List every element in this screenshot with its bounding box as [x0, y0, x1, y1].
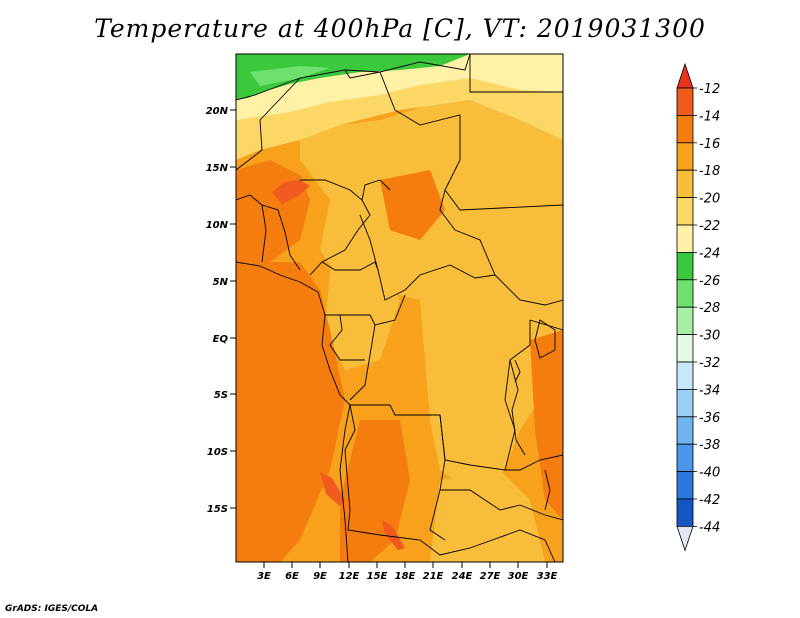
colorbar-swatch: [676, 306, 694, 336]
lon-label: 12E: [339, 571, 360, 582]
lat-label: 10N: [206, 220, 229, 231]
colorbar-bottom-arrow: [676, 526, 694, 552]
colorbar-label: -34: [699, 383, 720, 398]
colorbar-label: -20: [699, 192, 720, 207]
lat-label: 15S: [207, 504, 228, 515]
colorbar-swatch: [676, 142, 694, 171]
colorbar-label: -12: [699, 82, 720, 97]
lat-label: 15N: [206, 163, 229, 174]
longitude-axis: [263, 562, 548, 568]
grads-credit: GrADS: IGES/COLA: [5, 604, 99, 614]
colorbar-label: -26: [699, 274, 720, 289]
lat-label: 5N: [213, 277, 229, 288]
map-title: Temperature at 400hPa [C], VT: 201903130…: [94, 14, 706, 43]
colorbar-swatch: [676, 169, 694, 198]
field-minus12-spot: [320, 472, 345, 506]
colorbar-swatch: [676, 443, 694, 473]
field-minus14-band: [530, 330, 563, 520]
colorbar-swatch: [676, 334, 694, 363]
colorbar-swatch: [676, 416, 694, 445]
field-minus14-band: [236, 262, 345, 562]
lon-label: 24E: [452, 571, 473, 582]
lat-label: 5S: [214, 390, 228, 401]
colorbar-swatch: [676, 388, 694, 418]
colorbar-label: -18: [699, 164, 720, 179]
colorbar-swatch: [676, 471, 694, 500]
colorbar-label: -36: [699, 411, 720, 426]
colorbar-swatch: [676, 251, 694, 281]
lat-label: 20N: [206, 106, 229, 117]
colorbar-label: -40: [699, 466, 720, 481]
field-minus24-band: [236, 54, 470, 100]
colorbar-swatch: [676, 197, 694, 226]
lon-label: 30E: [508, 571, 529, 582]
colorbar-label: -16: [699, 137, 720, 152]
lon-label: 21E: [423, 571, 444, 582]
field-minus14-band: [380, 170, 445, 240]
field-minus18-band: [300, 95, 563, 490]
lat-label: EQ: [213, 334, 229, 345]
field-minus18-band: [325, 265, 400, 370]
colorbar-label: -30: [699, 329, 720, 344]
lon-label: 6E: [285, 571, 299, 582]
colorbar-top-arrow: [676, 62, 694, 89]
colorbar-label: -38: [699, 438, 720, 453]
colorbar-swatch: [676, 279, 694, 308]
colorbar-label: -14: [699, 109, 720, 124]
colorbar-swatch: [676, 87, 694, 116]
lon-label: 15E: [367, 571, 388, 582]
lon-label: 27E: [480, 571, 501, 582]
field-minus12-spot: [382, 520, 405, 550]
colorbar-swatch: [676, 224, 694, 253]
colorbar-label: -42: [699, 493, 720, 508]
field-minus24-band: [250, 66, 330, 86]
lat-label: 10S: [207, 447, 228, 458]
latitude-axis: [230, 109, 236, 509]
colorbar-label: -32: [699, 356, 720, 371]
map-frame: [235, 53, 564, 563]
colorbar-label: -28: [699, 301, 720, 316]
colorbar-label: -22: [699, 219, 720, 234]
field-minus18-band: [430, 470, 545, 562]
field-minus14-band: [340, 420, 410, 562]
field-minus12-spot: [272, 180, 310, 204]
colorbar-swatch: [676, 361, 694, 390]
colorbar-swatch: [676, 498, 694, 527]
lon-label: 9E: [313, 571, 327, 582]
country-boundaries: [236, 54, 563, 562]
colorbar-swatch: [676, 115, 694, 144]
colorbar-label: -24: [699, 246, 720, 261]
lon-label: 18E: [395, 571, 416, 582]
colorbar: -12 -14 -16 -18 -20 -22 -24 -26 -28 -30 -32 -34 -36 -…: [676, 62, 720, 552]
lon-label: 3E: [257, 571, 271, 582]
lon-label: 33E: [537, 571, 558, 582]
colorbar-label: -44: [699, 520, 720, 535]
